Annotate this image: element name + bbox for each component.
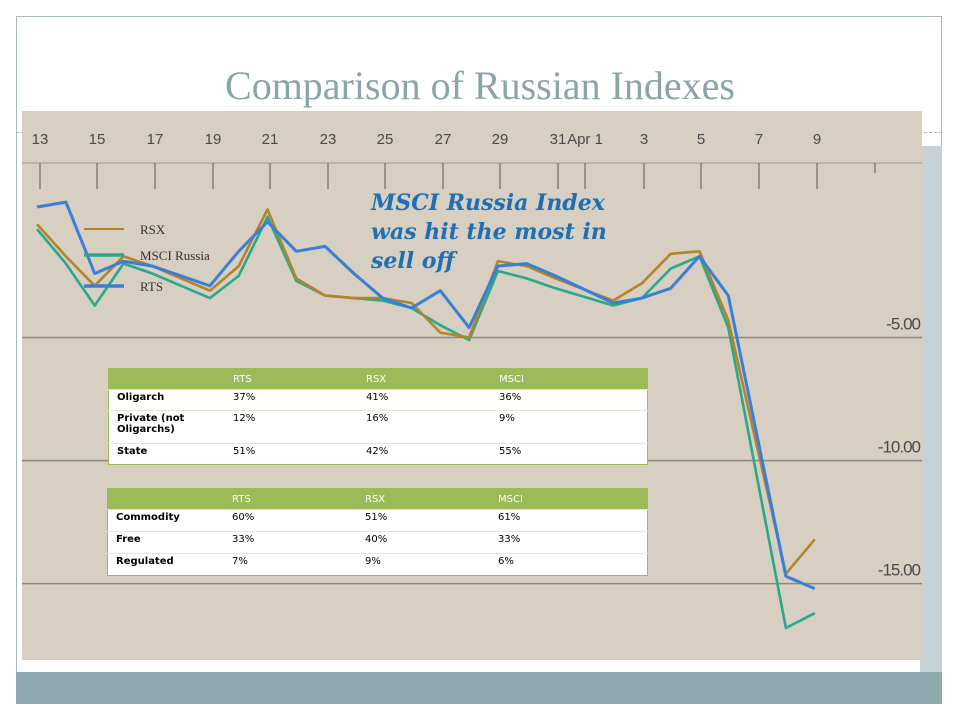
row-label-line-2: Oligarchs) bbox=[117, 424, 175, 435]
cell-rsx: 16% bbox=[358, 410, 491, 444]
table-row: Commodity 60% 51% 61% bbox=[107, 509, 648, 532]
table-row: Oligarch 37% 41% 36% bbox=[108, 389, 648, 411]
table-row: Private (not Oligarchs) 12% 16% 9% bbox=[108, 410, 648, 444]
annotation-text: MSCI Russia Index was hit the most in se… bbox=[370, 190, 614, 274]
cell-rts: 37% bbox=[225, 389, 358, 411]
row-label: Free bbox=[107, 531, 224, 554]
cell-rsx: 51% bbox=[357, 509, 490, 532]
row-label: Oligarch bbox=[108, 389, 225, 411]
row-label: Regulated bbox=[107, 553, 224, 576]
cell-msci: 6% bbox=[490, 553, 648, 576]
y-axis: -5.00 -10.00 -15.00 bbox=[878, 314, 922, 580]
x-tick-label: 9 bbox=[813, 131, 821, 148]
series-line-rts bbox=[36, 200, 816, 590]
cell-rts: 60% bbox=[224, 509, 357, 532]
x-tick-label: 19 bbox=[205, 131, 222, 148]
cell-rsx: 9% bbox=[357, 553, 490, 576]
cell-rsx: 41% bbox=[358, 389, 491, 411]
ownership-header-rsx: RSX bbox=[358, 368, 491, 390]
annotation-line-2: was hit the most in bbox=[371, 219, 607, 245]
cell-rsx: 40% bbox=[357, 531, 490, 554]
row-label: Commodity bbox=[107, 509, 224, 532]
legend-label: MSCI Russia bbox=[140, 248, 210, 263]
x-tick-label: 27 bbox=[435, 131, 452, 148]
cell-rsx: 42% bbox=[358, 443, 491, 465]
annotation-line-1: MSCI Russia Index bbox=[370, 190, 606, 216]
sector-header-rts: RTS bbox=[224, 488, 357, 510]
cell-rts: 12% bbox=[225, 410, 358, 444]
y-tick-label: -15.00 bbox=[878, 561, 921, 580]
right-accent-band bbox=[920, 146, 942, 672]
ownership-header-row: RTS RSX MSCI bbox=[108, 368, 648, 390]
chart-series bbox=[36, 200, 816, 630]
cell-rts: 33% bbox=[224, 531, 357, 554]
cell-msci: 55% bbox=[491, 443, 648, 465]
annotation-line-3: sell off bbox=[370, 248, 458, 274]
x-tick-label: 7 bbox=[755, 131, 763, 148]
ownership-header-msci: MSCI bbox=[491, 368, 648, 390]
ownership-table: RTS RSX MSCI Oligarch 37% 41% 36% Privat… bbox=[108, 368, 648, 465]
legend-label: RSX bbox=[140, 222, 166, 237]
cell-msci: 61% bbox=[490, 509, 648, 532]
cell-msci: 9% bbox=[491, 410, 648, 444]
cell-msci: 36% bbox=[491, 389, 648, 411]
table-row: State 51% 42% 55% bbox=[108, 443, 648, 465]
cell-msci: 33% bbox=[490, 531, 648, 554]
x-axis: 13 15 17 19 21 23 25 27 29 31 Apr 1 3 5 7 9 bbox=[22, 131, 922, 189]
cell-rts: 7% bbox=[224, 553, 357, 576]
legend-label: RTS bbox=[140, 279, 163, 294]
x-tick-label: 29 bbox=[492, 131, 509, 148]
bottom-accent-band bbox=[16, 672, 942, 704]
x-tick-label: 25 bbox=[377, 131, 394, 148]
x-tick-label: 31 bbox=[550, 131, 567, 148]
sector-header-rsx: RSX bbox=[357, 488, 490, 510]
sector-table: RTS RSX MSCI Commodity 60% 51% 61% Free … bbox=[107, 488, 648, 576]
x-tick-label: 23 bbox=[320, 131, 337, 148]
ownership-header-blank bbox=[108, 368, 225, 390]
y-tick-label: -5.00 bbox=[886, 314, 920, 333]
chart-legend: RSX MSCI Russia RTS bbox=[84, 222, 210, 294]
sector-header-row: RTS RSX MSCI bbox=[107, 488, 648, 510]
sector-header-msci: MSCI bbox=[490, 488, 648, 510]
y-tick-label: -10.00 bbox=[878, 438, 921, 457]
cell-rts: 51% bbox=[225, 443, 358, 465]
row-label-line-1: Private (not bbox=[117, 413, 185, 424]
sector-header-blank bbox=[107, 488, 224, 510]
slide-title: Comparison of Russian Indexes bbox=[225, 63, 735, 108]
table-row: Regulated 7% 9% 6% bbox=[107, 553, 648, 576]
x-tick-label: 17 bbox=[147, 131, 164, 148]
x-tick-label: 21 bbox=[262, 131, 279, 148]
x-tick-label: 15 bbox=[89, 131, 106, 148]
x-tick-label: 5 bbox=[697, 131, 705, 148]
row-label: Private (not Oligarchs) bbox=[108, 410, 225, 444]
row-label: State bbox=[108, 443, 225, 465]
ownership-header-rts: RTS bbox=[225, 368, 358, 390]
x-tick-label: 3 bbox=[640, 131, 648, 148]
table-row: Free 33% 40% 33% bbox=[107, 531, 648, 554]
x-tick-label: Apr 1 bbox=[567, 131, 603, 148]
x-tick-label: 13 bbox=[32, 131, 49, 148]
